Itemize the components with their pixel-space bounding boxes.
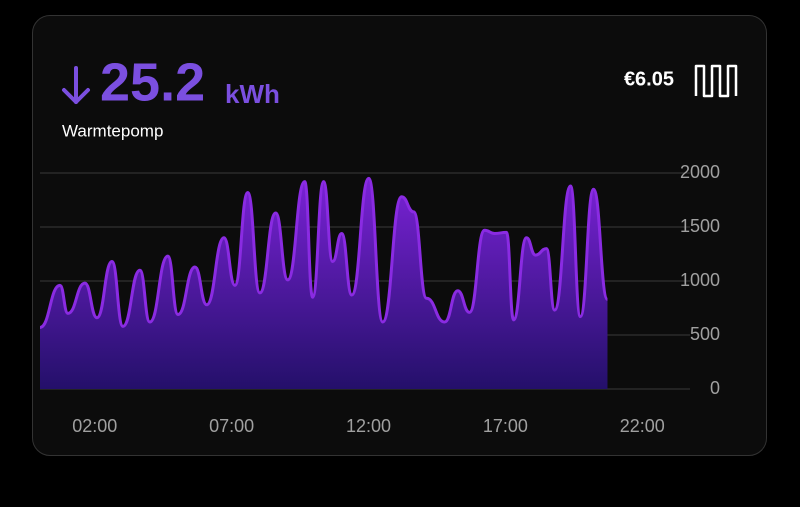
y-tick-label: 0 (710, 378, 720, 398)
energy-value: 25.2 (100, 52, 205, 112)
y-tick-label: 1500 (680, 216, 720, 236)
heater-icon (694, 64, 738, 98)
energy-unit: kWh (225, 79, 280, 109)
area-fill (40, 178, 608, 389)
cost: €6.05 (624, 68, 674, 90)
x-tick-label: 17:00 (483, 416, 528, 436)
x-tick-label: 22:00 (620, 416, 665, 436)
x-tick-label: 12:00 (346, 416, 391, 436)
y-tick-label: 500 (690, 324, 720, 344)
down-arrow (62, 66, 90, 104)
device-name: Warmtepomp (62, 121, 163, 140)
area-line (39, 176, 609, 329)
x-tick-label: 02:00 (72, 416, 117, 436)
y-tick-label: 1000 (680, 270, 720, 290)
y-tick-label: 2000 (680, 162, 720, 182)
x-tick-label: 07:00 (209, 416, 254, 436)
